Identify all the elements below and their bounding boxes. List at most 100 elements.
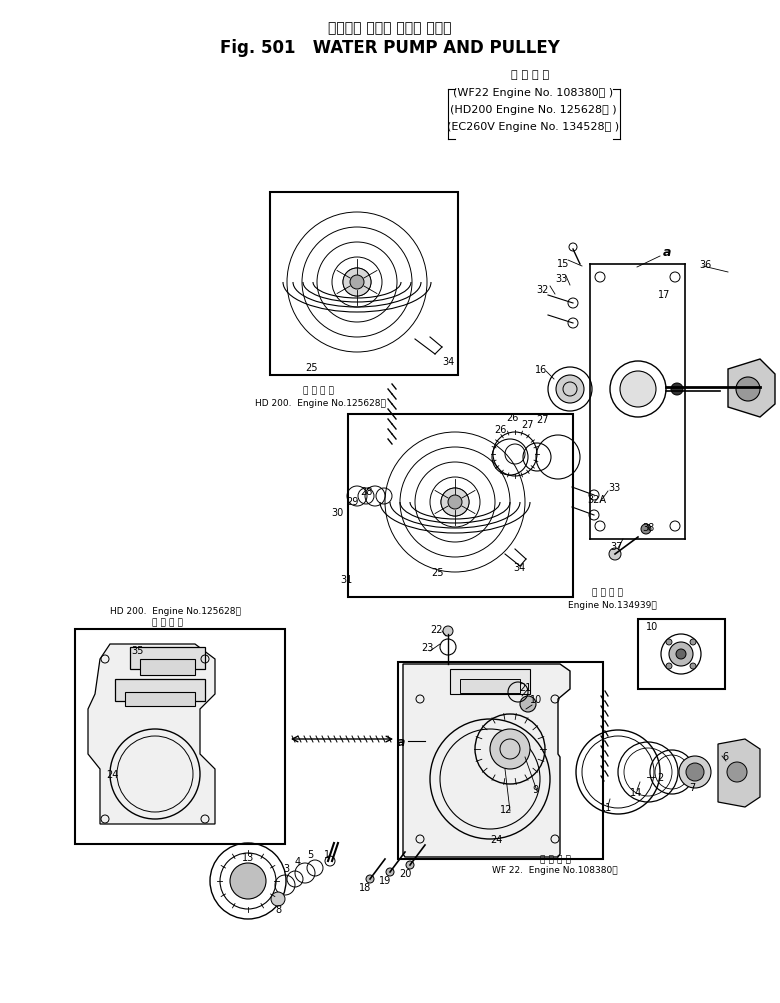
Circle shape <box>671 383 683 395</box>
Text: 27: 27 <box>522 419 534 429</box>
Text: 30: 30 <box>331 508 343 518</box>
Polygon shape <box>728 360 775 417</box>
Text: 35: 35 <box>131 645 144 655</box>
Bar <box>130 647 205 669</box>
Circle shape <box>366 876 374 883</box>
Circle shape <box>556 376 584 403</box>
Text: 適 用 号 機: 適 用 号 機 <box>303 386 333 395</box>
Circle shape <box>386 869 394 877</box>
Text: 36: 36 <box>699 260 711 270</box>
Text: 26: 26 <box>505 412 518 422</box>
Text: 適 用 号 機: 適 用 号 機 <box>511 70 549 80</box>
Text: Fig. 501   WATER PUMP AND PULLEY: Fig. 501 WATER PUMP AND PULLEY <box>220 39 560 57</box>
Text: ウオータ ポンプ および プーリ: ウオータ ポンプ および プーリ <box>328 21 452 35</box>
Text: WF 22.  Engine No.108380＾: WF 22. Engine No.108380＾ <box>492 866 618 875</box>
Circle shape <box>443 627 453 636</box>
Text: 25: 25 <box>306 363 318 373</box>
Bar <box>348 414 573 598</box>
Text: 34: 34 <box>513 563 525 573</box>
Bar <box>125 692 195 706</box>
Text: 31: 31 <box>340 575 352 585</box>
Bar <box>460 679 520 693</box>
Text: 26: 26 <box>494 424 506 434</box>
Text: 32: 32 <box>537 285 549 295</box>
Bar <box>450 669 530 694</box>
Text: 18: 18 <box>359 882 371 892</box>
Text: 32A: 32A <box>587 494 607 505</box>
Circle shape <box>406 862 414 870</box>
Polygon shape <box>403 664 570 858</box>
Circle shape <box>271 892 285 906</box>
Text: 20: 20 <box>399 869 411 878</box>
Text: a: a <box>397 735 405 748</box>
Circle shape <box>679 756 711 788</box>
Text: 38: 38 <box>642 523 654 533</box>
Text: 4: 4 <box>295 857 301 867</box>
Circle shape <box>641 525 651 535</box>
Text: 22: 22 <box>431 625 443 634</box>
Text: 16: 16 <box>535 365 547 375</box>
Text: 6: 6 <box>722 751 728 761</box>
Text: 28: 28 <box>360 486 372 496</box>
Bar <box>115 679 205 701</box>
Circle shape <box>441 488 469 517</box>
Text: 適 用 号 機: 適 用 号 機 <box>540 855 570 864</box>
Text: 21: 21 <box>519 682 531 692</box>
Text: 25: 25 <box>432 568 445 578</box>
Bar <box>75 629 285 845</box>
Polygon shape <box>718 739 760 807</box>
Text: 29: 29 <box>346 496 358 507</box>
Text: 27: 27 <box>537 414 549 424</box>
Text: 9: 9 <box>532 784 538 794</box>
Circle shape <box>666 663 672 669</box>
Text: 適 用 号 機: 適 用 号 機 <box>591 588 622 597</box>
Text: 3: 3 <box>283 864 289 874</box>
Text: 10: 10 <box>530 694 542 704</box>
Circle shape <box>727 762 747 782</box>
Text: 34: 34 <box>442 357 454 367</box>
Text: 23: 23 <box>421 642 433 652</box>
Circle shape <box>736 377 760 401</box>
Text: 12: 12 <box>500 804 512 814</box>
Circle shape <box>520 696 536 712</box>
Text: 14: 14 <box>630 787 642 797</box>
Bar <box>140 659 195 675</box>
Bar <box>398 662 603 860</box>
Text: HD 200.  Engine No.125628＾: HD 200. Engine No.125628＾ <box>109 607 240 616</box>
Circle shape <box>620 372 656 407</box>
Circle shape <box>448 495 462 510</box>
Circle shape <box>690 663 696 669</box>
Text: 適 用 号 機: 適 用 号 機 <box>151 618 183 627</box>
Text: 13: 13 <box>242 853 254 863</box>
Text: 1: 1 <box>324 850 330 860</box>
Circle shape <box>669 642 693 666</box>
Text: 37: 37 <box>611 542 623 552</box>
Text: 33: 33 <box>608 482 620 492</box>
Text: 19: 19 <box>379 876 391 885</box>
Text: 33: 33 <box>555 274 567 284</box>
Circle shape <box>609 549 621 561</box>
Bar <box>638 620 725 689</box>
Text: 10: 10 <box>646 622 658 631</box>
Text: 24: 24 <box>106 769 119 779</box>
Text: 24: 24 <box>490 834 502 845</box>
Text: Engine No.134939＾: Engine No.134939＾ <box>568 600 657 609</box>
Text: (WF22 Engine No. 108380＾ ): (WF22 Engine No. 108380＾ ) <box>453 88 613 98</box>
Circle shape <box>686 763 704 781</box>
Text: (HD200 Engine No. 125628＾ ): (HD200 Engine No. 125628＾ ) <box>450 105 616 115</box>
Text: HD 200.  Engine No.125628＾: HD 200. Engine No.125628＾ <box>254 398 385 407</box>
Text: 8: 8 <box>275 904 281 914</box>
Circle shape <box>676 649 686 659</box>
Circle shape <box>666 639 672 645</box>
Text: 15: 15 <box>557 259 569 269</box>
Text: 5: 5 <box>307 850 313 860</box>
Circle shape <box>343 269 371 297</box>
Bar <box>270 193 458 376</box>
Circle shape <box>690 639 696 645</box>
Text: 7: 7 <box>689 782 695 792</box>
Circle shape <box>230 864 266 899</box>
Text: 2: 2 <box>657 772 663 782</box>
Text: a: a <box>663 247 671 259</box>
Text: 17: 17 <box>658 290 670 300</box>
Polygon shape <box>88 644 215 824</box>
